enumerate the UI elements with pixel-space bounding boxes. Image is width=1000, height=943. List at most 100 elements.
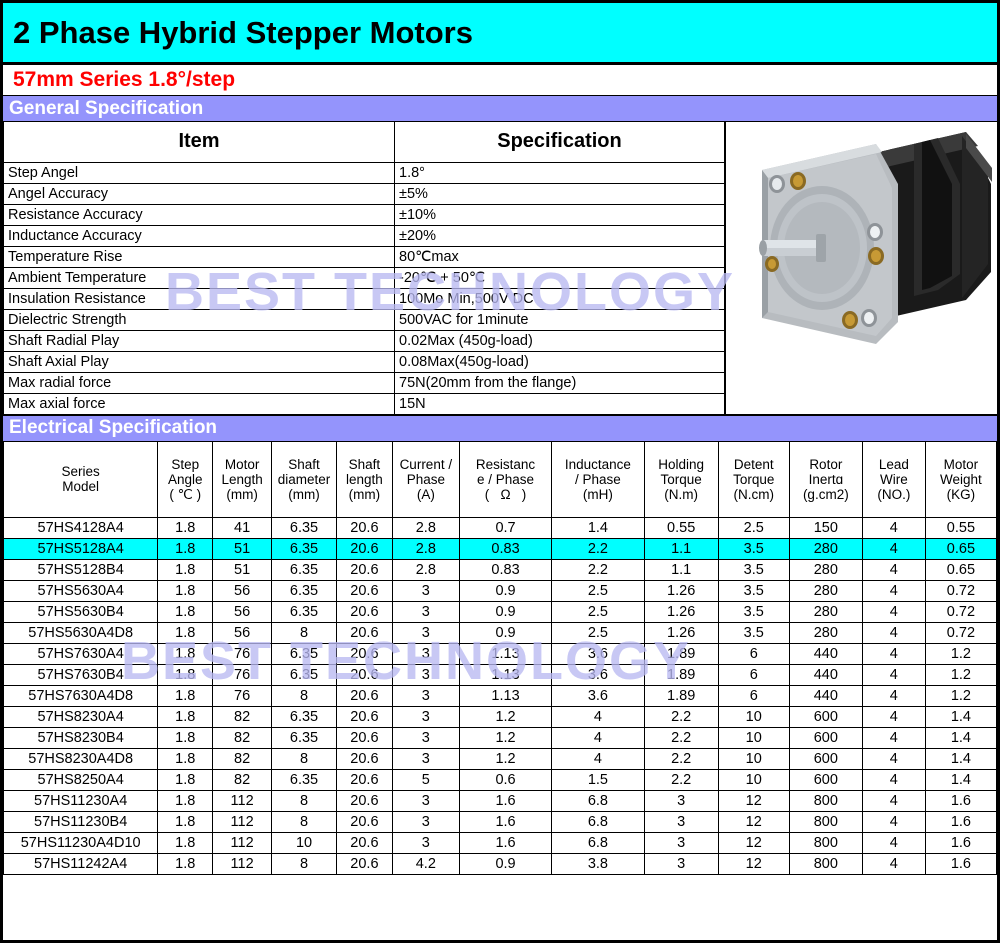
table-row: 57HS5630A4D8 1.8 56 8 20.6 3 0.9 2.5 1.26 3.5 280 4… — [3, 622, 997, 644]
cell-lead-wire: 4 — [861, 580, 926, 602]
column-header-line: Motor — [943, 456, 979, 472]
cell-motor-weight: 1.4 — [924, 706, 997, 728]
cell-holding-torque: 1.26 — [643, 580, 719, 602]
cell-shaft-diameter: 8 — [271, 853, 337, 875]
column-header-line: Step — [171, 456, 200, 472]
cell-current-per-phase: 2.8 — [391, 538, 460, 560]
column-header-line: (KG) — [946, 486, 976, 502]
cell-holding-torque: 1.26 — [643, 601, 719, 623]
cell-series-model: 57HS4128A4 — [3, 517, 159, 539]
cell-current-per-phase: 3 — [391, 790, 460, 812]
column-header-line: (N.m) — [664, 486, 699, 502]
cell-shaft-length: 20.6 — [336, 643, 393, 665]
cell-series-model: 57HS5630A4 — [3, 580, 159, 602]
spec-item-name: Resistance Accuracy — [3, 203, 395, 226]
cell-shaft-length: 20.6 — [336, 517, 393, 539]
cell-resistance-per-phase: 1.6 — [458, 811, 553, 833]
cell-step-angle: 1.8 — [157, 706, 214, 728]
cell-series-model: 57HS11230B4 — [3, 811, 159, 833]
table-row: 57HS7630A4D8 1.8 76 8 20.6 3 1.13 3.6 1.89 6 440 4 1… — [3, 685, 997, 707]
cell-inductance-per-phase: 6.8 — [551, 832, 645, 854]
cell-detent-torque: 12 — [717, 832, 790, 854]
cell-rotor-inertia: 800 — [788, 790, 863, 812]
cell-rotor-inertia: 280 — [788, 580, 863, 602]
cell-motor-weight: 1.2 — [924, 643, 997, 665]
cell-rotor-inertia: 280 — [788, 601, 863, 623]
column-header: Lead Wire (NO.) — [861, 441, 926, 518]
column-header: Rotor Inertɑ (g.cm2) — [788, 441, 863, 518]
cell-resistance-per-phase: 0.9 — [458, 622, 553, 644]
cell-step-angle: 1.8 — [157, 748, 214, 770]
cell-lead-wire: 4 — [861, 811, 926, 833]
table-row: Temperature Rise 80℃max — [3, 245, 725, 268]
cell-current-per-phase: 3 — [391, 664, 460, 686]
column-header-line: (mH) — [582, 486, 613, 502]
cell-current-per-phase: 3 — [391, 727, 460, 749]
cell-series-model: 57HS7630B4 — [3, 664, 159, 686]
cell-step-angle: 1.8 — [157, 517, 214, 539]
table-row: 57HS7630B4 1.8 76 6.35 20.6 3 1.13 3.6 1.89 6 440 4… — [3, 664, 997, 686]
spec-item-name: Temperature Rise — [3, 245, 395, 268]
cell-step-angle: 1.8 — [157, 601, 214, 623]
column-header-specification: Specification — [394, 122, 725, 163]
cell-detent-torque: 12 — [717, 853, 790, 875]
cell-step-angle: 1.8 — [157, 811, 214, 833]
cell-shaft-diameter: 10 — [271, 832, 337, 854]
cell-series-model: 57HS8230A4D8 — [3, 748, 159, 770]
column-header-line: Length — [221, 471, 263, 487]
cell-motor-length: 82 — [212, 706, 273, 728]
cell-rotor-inertia: 600 — [788, 769, 863, 791]
column-header-line: (A) — [416, 486, 435, 502]
column-header-line: / Phase — [575, 471, 621, 487]
cell-detent-torque: 12 — [717, 790, 790, 812]
cell-step-angle: 1.8 — [157, 622, 214, 644]
cell-step-angle: 1.8 — [157, 559, 214, 581]
cell-holding-torque: 1.89 — [643, 685, 719, 707]
cell-current-per-phase: 3 — [391, 832, 460, 854]
cell-holding-torque: 2.2 — [643, 706, 719, 728]
column-header-line: e / Phase — [477, 471, 535, 487]
cell-rotor-inertia: 150 — [788, 517, 863, 539]
table-row: Ambient Temperature -20℃ + 50℃ — [3, 266, 725, 289]
cell-holding-torque: 1.26 — [643, 622, 719, 644]
cell-rotor-inertia: 600 — [788, 727, 863, 749]
cell-motor-length: 56 — [212, 580, 273, 602]
spec-item-name: Ambient Temperature — [3, 266, 395, 289]
electrical-specification-body: 57HS4128A4 1.8 41 6.35 20.6 2.8 0.7 1.4 0.55 2.5 1… — [3, 517, 997, 875]
spec-item-value: 0.02Max (450g-load) — [394, 329, 725, 352]
column-header-line: Shaft — [288, 456, 320, 472]
cell-current-per-phase: 3 — [391, 601, 460, 623]
spec-item-value: ±20% — [394, 224, 725, 247]
column-header-line: (N.cm) — [733, 486, 775, 502]
cell-series-model: 57HS5128B4 — [3, 559, 159, 581]
cell-lead-wire: 4 — [861, 790, 926, 812]
column-header-line: Holding — [658, 456, 705, 472]
series-subtitle-bar: 57mm Series 1.8°/step — [3, 65, 997, 95]
cell-step-angle: 1.8 — [157, 790, 214, 812]
column-header: Motor Length (mm) — [212, 441, 273, 518]
series-subtitle: 57mm Series 1.8°/step — [13, 68, 236, 91]
cell-inductance-per-phase: 1.5 — [551, 769, 645, 791]
table-row: 57HS8230B4 1.8 82 6.35 20.6 3 1.2 4 2.2 10 600 4 1.4 — [3, 727, 997, 749]
cell-holding-torque: 2.2 — [643, 727, 719, 749]
cell-resistance-per-phase: 0.83 — [458, 538, 553, 560]
cell-inductance-per-phase: 2.5 — [551, 580, 645, 602]
cell-motor-length: 112 — [212, 811, 273, 833]
column-header-line: Current / — [399, 456, 453, 472]
cell-lead-wire: 4 — [861, 727, 926, 749]
cell-motor-length: 112 — [212, 790, 273, 812]
cell-rotor-inertia: 280 — [788, 622, 863, 644]
cell-current-per-phase: 3 — [391, 643, 460, 665]
cell-lead-wire: 4 — [861, 643, 926, 665]
cell-motor-weight: 0.72 — [924, 580, 997, 602]
cell-detent-torque: 10 — [717, 769, 790, 791]
table-row: Angel Accuracy ±5% — [3, 182, 725, 205]
cell-motor-weight: 0.55 — [924, 517, 997, 539]
table-header-row: Series Model Step Angle( ℃ ) Motor Length (mm)… — [3, 441, 997, 518]
column-header-line: Weight — [940, 471, 982, 487]
spec-item-name: Step Angel — [3, 161, 395, 184]
cell-motor-length: 82 — [212, 748, 273, 770]
cell-inductance-per-phase: 2.2 — [551, 538, 645, 560]
column-header: Resistanc e / Phase( Ω ) — [458, 441, 553, 518]
cell-current-per-phase: 3 — [391, 706, 460, 728]
